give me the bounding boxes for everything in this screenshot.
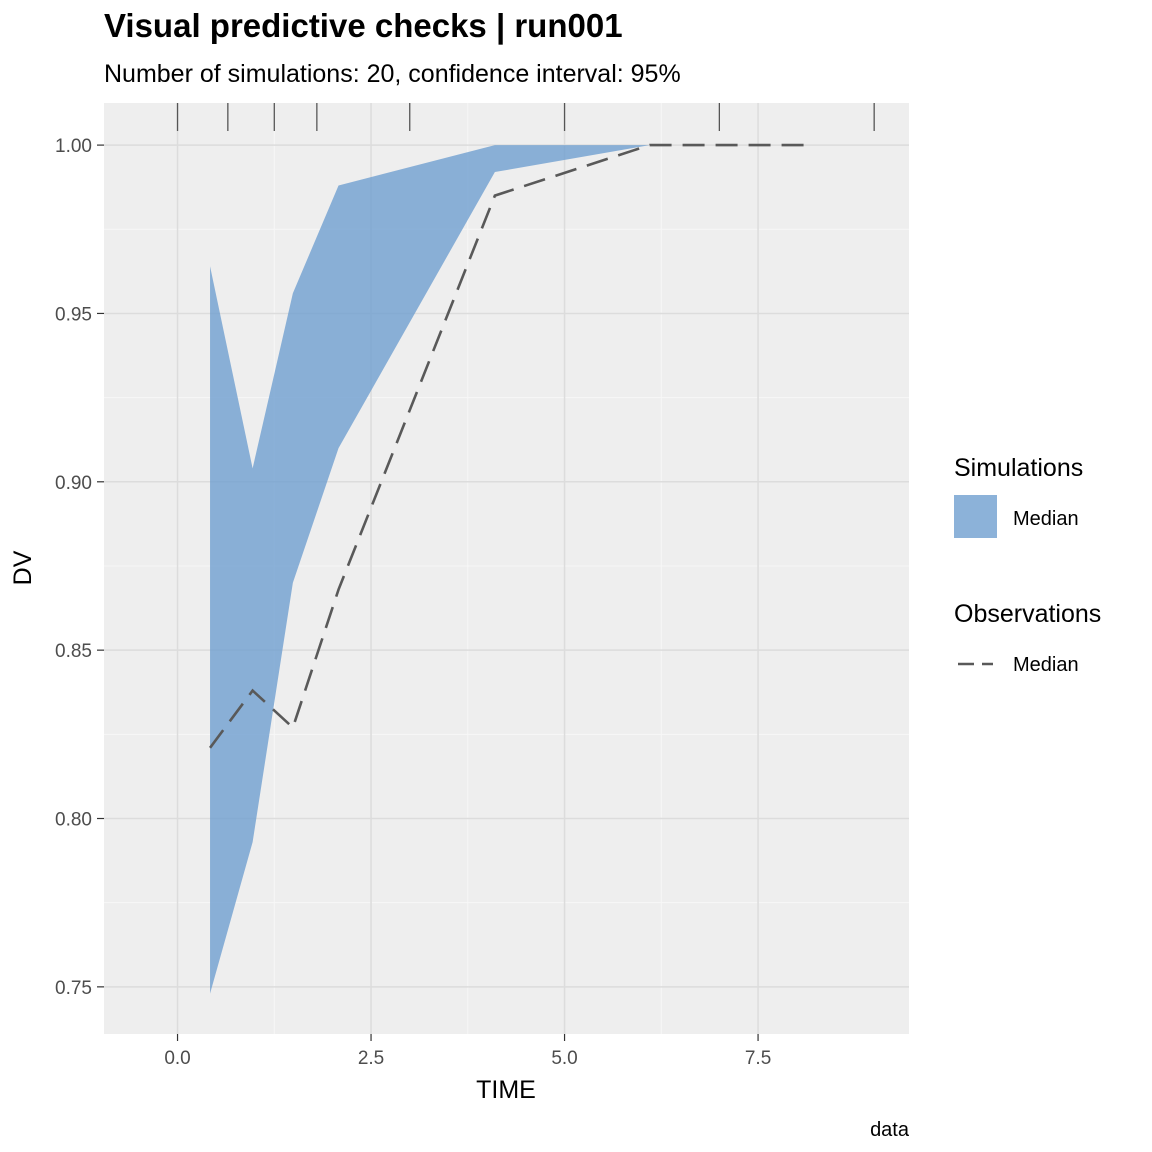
y-tick-label: 0.80 (55, 810, 92, 831)
y-tick-label: 1.00 (55, 136, 92, 157)
x-axis-title: TIME (476, 1076, 536, 1104)
legend: Simulations Median Observations Median (954, 454, 1101, 676)
y-tick-label: 0.75 (55, 978, 92, 999)
x-tick-label: 2.5 (358, 1048, 384, 1069)
y-tick-label: 0.95 (55, 304, 92, 325)
axes: 0.0 2.5 5.0 7.5 0.75 0.80 0.85 0.90 0.95 1.00 (55, 136, 771, 1069)
x-tick-label: 0.0 (164, 1048, 190, 1069)
legend-title-observations: Observations (954, 600, 1101, 628)
legend-key-simulations (954, 495, 997, 538)
data-layer (176, 103, 875, 994)
grid-lines (104, 103, 909, 1034)
legend-label-simulations: Median (1013, 508, 1079, 530)
simulation-median-ribbon (210, 145, 650, 994)
observed-median-line (209, 143, 805, 749)
y-axis-title: DV (9, 550, 37, 585)
x-tick-label: 5.0 (551, 1048, 577, 1069)
legend-title-simulations: Simulations (954, 454, 1083, 482)
y-tick-label: 0.85 (55, 641, 92, 662)
chart-title: Visual predictive checks | run001 (104, 7, 623, 44)
chart-subtitle: Number of simulations: 20, confidence in… (104, 60, 681, 88)
x-tick-label: 7.5 (745, 1048, 771, 1069)
y-tick-label: 0.90 (55, 473, 92, 494)
legend-label-observations: Median (1013, 654, 1079, 676)
chart-caption: data (870, 1119, 910, 1141)
